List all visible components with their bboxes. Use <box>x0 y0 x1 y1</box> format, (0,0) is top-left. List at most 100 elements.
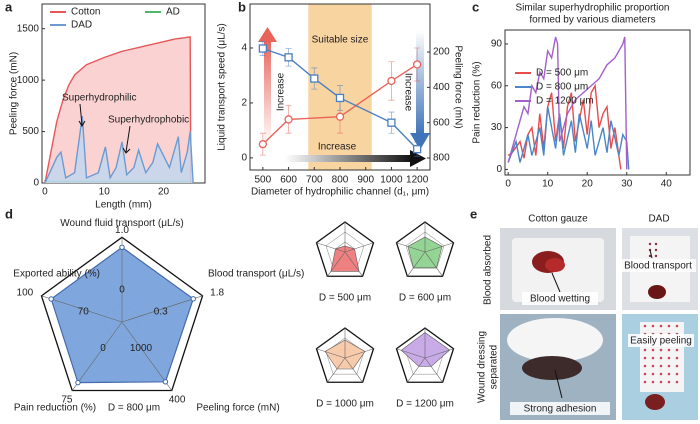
x-tick-label: 1000 <box>380 175 403 186</box>
panel-label: d <box>5 206 13 221</box>
series-line <box>44 36 192 184</box>
y2-tick-label: 200 <box>433 47 450 58</box>
dot <box>659 372 663 376</box>
point <box>310 74 319 83</box>
x-axis-label: Length (mm) <box>95 200 152 211</box>
radar-spoke <box>344 348 374 359</box>
x-tick-label: 800 <box>332 175 349 186</box>
radar-frame <box>395 327 455 383</box>
x-tick-label: 0 <box>505 179 511 190</box>
radar-spoke <box>344 242 374 253</box>
axis-max: 400 <box>169 394 186 405</box>
axis-name: Pain reduction (%) <box>14 403 96 414</box>
label-bg <box>522 292 598 305</box>
dot <box>659 324 663 328</box>
wound <box>522 356 582 380</box>
axis-max: 1.8 <box>210 288 224 299</box>
axis-max: 1.0 <box>115 225 129 236</box>
row-title: Blood absorbed <box>483 235 494 305</box>
radar-spoke <box>316 242 346 253</box>
dots <box>643 324 679 384</box>
y-tick-label: 1000 <box>17 75 40 86</box>
x-tick-label: 500 <box>255 175 272 186</box>
legend-label: D = 500 μm <box>536 68 588 79</box>
arrow-right <box>285 155 412 162</box>
row-title: separated <box>489 345 500 389</box>
axis-min: 70 <box>78 307 90 318</box>
legend-label: DAD <box>71 20 92 31</box>
wound <box>645 394 665 410</box>
series-caption: D = 1000 μm <box>316 399 374 410</box>
arrow-up <box>264 40 271 145</box>
radar-spoke <box>424 357 443 383</box>
y-tick-label: 90 <box>491 39 503 50</box>
radar-area <box>330 245 360 272</box>
y2-axis-label: Peeling force (mN) <box>452 45 463 128</box>
x-tick-label: 30 <box>621 179 633 190</box>
point <box>284 115 293 124</box>
dot <box>643 324 647 328</box>
radar-point <box>75 379 81 386</box>
point <box>387 118 396 127</box>
column-title: Cotton gauze <box>528 214 588 225</box>
series-caption: D = 800 μm <box>108 403 160 414</box>
panel-label: c <box>472 0 479 14</box>
point <box>258 140 268 149</box>
dot <box>667 324 671 328</box>
note: Blood transport <box>624 261 692 272</box>
axis-max: 100 <box>17 288 34 299</box>
dot <box>643 372 647 376</box>
radar-area <box>400 332 451 367</box>
chart-title: formed by various diameters <box>529 15 655 26</box>
dot <box>675 356 679 360</box>
radar-point <box>48 296 54 302</box>
x-tick-label: 1200 <box>406 175 429 186</box>
radar-grid <box>405 231 445 269</box>
radar-spoke <box>396 348 426 359</box>
y2-tick-label: 600 <box>433 117 450 128</box>
arrow-head <box>258 27 277 42</box>
radar-frame <box>315 221 375 277</box>
radar-frame <box>395 221 455 277</box>
x-tick-label: 40 <box>661 179 673 190</box>
radar-spoke <box>41 295 123 323</box>
dot <box>651 380 655 384</box>
annotation: Increase <box>318 142 357 153</box>
point <box>412 145 422 154</box>
x-tick-label: 0 <box>42 187 48 198</box>
dot <box>643 380 647 384</box>
y-tick-label: 2 <box>241 98 247 109</box>
radar-point <box>119 244 125 251</box>
dot <box>675 380 679 384</box>
point <box>258 44 268 53</box>
dot <box>659 364 663 368</box>
annotation-arrow <box>78 103 86 127</box>
blood <box>648 285 666 299</box>
photo-panel: e Cotton gauze DAD Blood absorbed Wound … <box>470 206 698 420</box>
y-axis-label: Pain reduction (%) <box>472 61 483 143</box>
axis-name: Exported ability (%) <box>13 269 100 280</box>
dot <box>651 348 655 352</box>
annotation: Increase <box>402 73 413 112</box>
label-bg <box>628 334 694 347</box>
dot <box>667 364 671 368</box>
annotation: Suitable size <box>312 35 369 46</box>
dot <box>675 364 679 368</box>
series-caption: D = 1200 μm <box>396 399 454 410</box>
y-axis-label: Liquid transport speed (μL/s) <box>217 23 228 151</box>
radar-spoke <box>344 251 363 277</box>
dot <box>675 372 679 376</box>
radar-point <box>190 296 196 302</box>
dot <box>659 380 663 384</box>
dot <box>651 324 655 328</box>
dots <box>648 242 658 258</box>
radar-spoke <box>71 321 123 391</box>
series-line <box>507 106 630 170</box>
legend-label: Cotton <box>71 7 100 18</box>
dot <box>667 372 671 376</box>
y-tick-label: 1500 <box>17 23 40 34</box>
x-tick-label: 600 <box>280 175 297 186</box>
